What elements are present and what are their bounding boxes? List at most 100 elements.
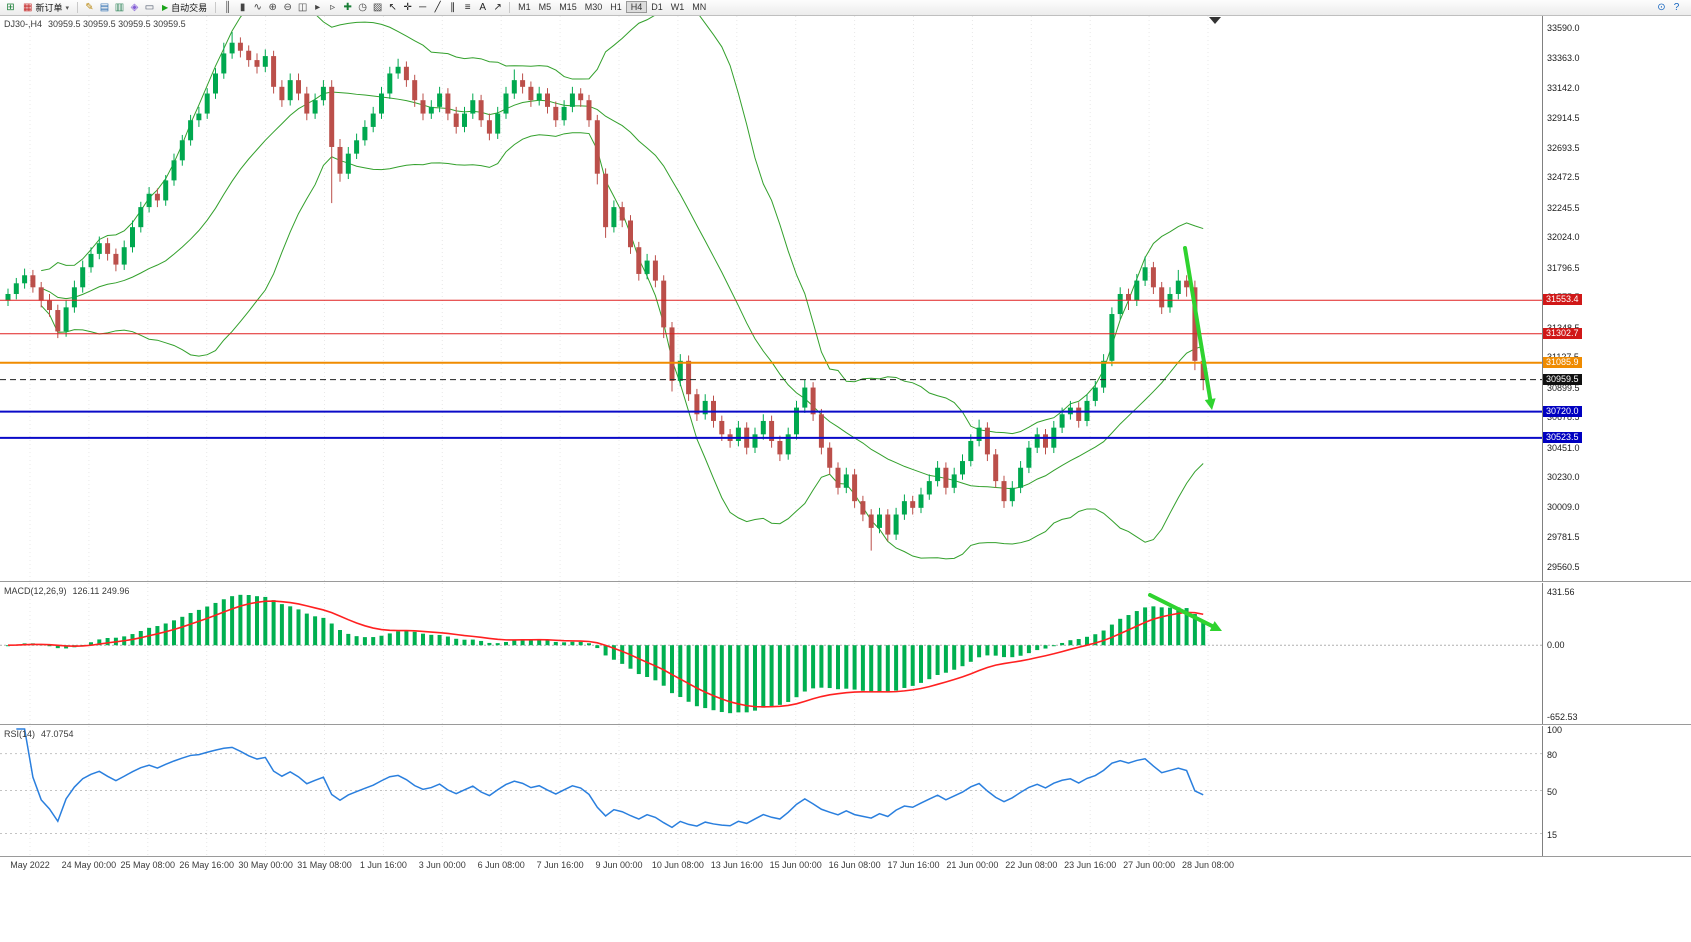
candle-body <box>1001 481 1007 502</box>
bollinger-upper-band <box>41 16 1204 435</box>
candle-body <box>395 66 401 74</box>
macd-bar <box>952 645 957 670</box>
data-window-icon[interactable]: ▥ <box>114 2 125 13</box>
cursor-icon[interactable]: ↖ <box>388 2 397 13</box>
macd-axis[interactable]: 431.56 0.00 -652.53 <box>1542 583 1691 724</box>
periods-icon[interactable]: ◷ <box>358 2 368 13</box>
candle-body <box>877 514 882 528</box>
rsi-axis[interactable]: 100 80 50 15 <box>1542 725 1691 856</box>
line-chart-icon[interactable]: ∿ <box>253 2 262 13</box>
navigator-icon[interactable]: ◈ <box>130 2 139 13</box>
candlestick-chart[interactable] <box>0 16 1542 582</box>
timeframe-m15[interactable]: M15 <box>559 2 577 12</box>
zoom-in-icon[interactable]: ⊕ <box>268 2 277 13</box>
search-icon[interactable]: ⊙ <box>1657 2 1666 13</box>
macd-bar <box>661 645 666 686</box>
text-icon[interactable]: A <box>479 2 486 13</box>
price-line-badge: 30720.0 <box>1543 405 1582 417</box>
macd-bar <box>860 645 865 691</box>
candle-body <box>1101 360 1107 388</box>
candle-body <box>213 73 218 94</box>
macd-bar <box>794 645 799 698</box>
tile-windows-icon[interactable]: ◫ <box>297 2 308 13</box>
macd-bar <box>47 645 52 647</box>
metaeditor-icon[interactable]: ✎ <box>85 2 94 13</box>
macd-bar <box>437 634 442 646</box>
macd-bar <box>960 645 965 667</box>
toolbar-tool-icons: ║ ▮ ∿ ⊕ ⊖ ◫ ▸ ▹ ✚ ◷ ▨ ↖ ✛ ─ ╱ ∥ ≡ A ↗ <box>220 1 505 14</box>
macd-bar <box>1018 645 1023 656</box>
candle-body <box>329 86 335 147</box>
fibonacci-icon[interactable]: ≡ <box>464 2 471 13</box>
zoom-out-icon[interactable]: ⊖ <box>283 2 292 13</box>
toolbar-separator <box>76 2 78 13</box>
macd-bar <box>279 604 284 646</box>
time-axis[interactable]: May 2022 24 May 00:00 25 May 08:00 26 May 1… <box>0 857 1691 873</box>
macd-bar <box>89 642 93 646</box>
crosshair-icon[interactable]: ✛ <box>403 2 412 13</box>
macd-bar <box>819 645 824 688</box>
macd-bar <box>620 645 625 664</box>
macd-chart[interactable] <box>0 583 1542 725</box>
terminal-icon[interactable]: ▭ <box>144 2 155 13</box>
macd-bar <box>64 645 69 649</box>
candle-body <box>910 501 916 508</box>
timeframe-w1[interactable]: W1 <box>670 2 685 12</box>
new-chart-icon[interactable]: ⊞ <box>6 2 15 13</box>
timeframe-mn[interactable]: MN <box>692 2 707 12</box>
candle-body <box>1134 280 1140 301</box>
candle-body <box>794 407 799 435</box>
arrows-icon[interactable]: ↗ <box>493 2 502 13</box>
macd-bar <box>703 645 708 709</box>
timeframe-h4[interactable]: H4 <box>625 1 648 13</box>
timeframe-m30[interactable]: M30 <box>584 2 603 12</box>
macd-bar <box>935 645 940 675</box>
macd-bar <box>354 636 359 646</box>
candle-body <box>304 93 310 114</box>
macd-bar <box>877 645 882 692</box>
candle-body <box>1034 434 1040 448</box>
market-watch-icon[interactable]: ▤ <box>99 2 110 13</box>
macd-histogram <box>6 594 1206 714</box>
candle-body <box>802 387 808 408</box>
chart-shift-icon[interactable]: ▹ <box>330 2 336 13</box>
timeframe-h1[interactable]: H1 <box>610 2 622 12</box>
macd-bar <box>537 639 542 646</box>
timeframe-m1[interactable]: M1 <box>518 2 531 12</box>
candle-body <box>586 100 592 121</box>
price-axis-tick: 32024.0 <box>1547 232 1580 243</box>
candle-body <box>686 360 692 395</box>
indicators-icon[interactable]: ✚ <box>343 2 352 13</box>
channel-icon[interactable]: ∥ <box>450 2 456 13</box>
time-axis-label: May 2022 <box>10 860 50 870</box>
candle-body <box>80 267 86 288</box>
macd-bar <box>636 645 641 675</box>
macd-bar <box>404 630 409 646</box>
templates-icon[interactable]: ▨ <box>372 2 383 13</box>
help-icon[interactable]: ? <box>1673 2 1680 13</box>
rsi-chart[interactable] <box>0 726 1542 857</box>
play-icon: ▶ <box>161 3 169 12</box>
candle-body <box>669 327 675 381</box>
horizontal-line-icon[interactable]: ─ <box>419 2 427 13</box>
autotrading-button[interactable]: ▶ 自动交易 <box>158 1 211 14</box>
time-axis-label: 21 Jun 00:00 <box>946 860 999 870</box>
auto-scroll-icon[interactable]: ▸ <box>315 2 321 13</box>
price-axis[interactable]: 33590.0 33363.0 33142.0 32914.5 32693.5 32472… <box>1542 16 1691 581</box>
candle-body <box>926 481 932 495</box>
new-order-button[interactable]: ▦ 新订单 ▾ <box>19 1 73 14</box>
price-axis-tick: 31796.5 <box>1547 262 1580 273</box>
candle-body <box>146 193 152 208</box>
time-axis-label: 30 May 00:00 <box>238 860 293 870</box>
macd-bar <box>1168 607 1172 646</box>
candle-body <box>603 173 609 228</box>
candlestick-chart-icon[interactable]: ▮ <box>239 2 246 13</box>
macd-bar <box>454 638 459 646</box>
macd-bar <box>694 645 699 707</box>
bar-chart-icon[interactable]: ║ <box>224 2 232 13</box>
timeframe-m5[interactable]: M5 <box>538 2 552 12</box>
macd-bar <box>1060 642 1065 646</box>
candle-body <box>760 420 766 435</box>
trendline-icon[interactable]: ╱ <box>434 2 441 13</box>
timeframe-d1[interactable]: D1 <box>651 2 663 12</box>
